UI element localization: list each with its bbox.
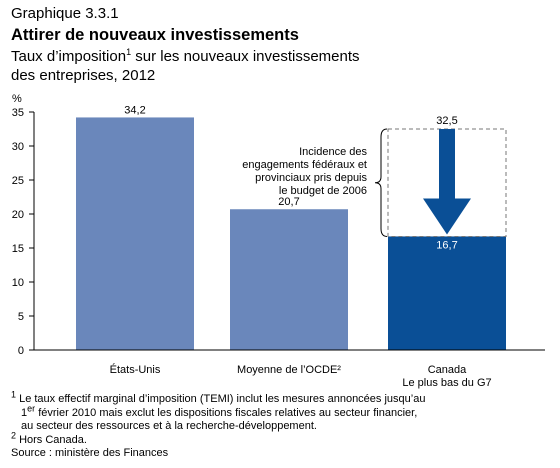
subtitle-footnote-mark: 1 <box>126 47 132 57</box>
x-category-label: États-Unis <box>110 363 161 376</box>
y-tick-label: 10 <box>12 277 24 289</box>
footnotes: 1 Le taux effectif marginal d’imposition… <box>11 390 426 461</box>
y-tick-label: 0 <box>18 345 24 357</box>
footnote-1-line-1: 1 Le taux effectif marginal d’imposition… <box>11 390 426 407</box>
y-tick-label: 25 <box>12 175 24 187</box>
x-category-label: Moyenne de l’OCDE² <box>237 364 341 376</box>
footnote-1-text-2: février 2010 mais exclut les disposition… <box>35 406 418 419</box>
bar-value-label: 16,7 <box>436 239 457 251</box>
y-tick-label: 15 <box>12 243 24 255</box>
bar <box>230 209 348 350</box>
footnote-1-line-3: au secteur des ressources et à la recher… <box>21 420 317 433</box>
annotation-text: provinciaux pris depuis <box>255 172 367 184</box>
annotation-text: le budget de 2006 <box>279 185 367 197</box>
annotation-text: Incidence des <box>299 146 367 158</box>
source-note: Source : ministère des Finances <box>11 447 169 460</box>
chart-title: Attirer de nouveaux investissements <box>11 26 299 44</box>
chart-label: Graphique 3.3.1 <box>11 5 119 22</box>
bar <box>76 117 194 350</box>
footnote-1-mark: 1 <box>11 389 17 400</box>
chart-subtitle: Taux d’imposition1 sur les nouveaux inve… <box>11 47 371 85</box>
bar-value-label: 20,7 <box>278 196 299 208</box>
footnote-1-text: Le taux effectif marginal d’imposition (… <box>16 393 426 405</box>
subtitle-text-start: Taux d’imposition <box>11 48 127 65</box>
y-tick-label: 30 <box>12 141 24 153</box>
previous-value-label: 32,5 <box>436 115 457 127</box>
y-tick-label: 35 <box>12 107 24 119</box>
footnote-1-ordinal: er <box>27 402 36 413</box>
bar-chart: % 0 5 10 15 20 25 30 35 34,2 20,7 16,7 32,5 Incidence… <box>12 93 545 389</box>
footnote-2-mark: 2 <box>11 430 17 441</box>
footnote-1-line-2: 1er février 2010 mais exclut les disposi… <box>11 403 425 421</box>
x-category-label: Canada <box>428 364 467 376</box>
footnote-1-date: 1 <box>21 406 28 419</box>
annotation-brace <box>374 128 388 237</box>
reduction-arrow <box>423 129 471 235</box>
footnote-2: 2 Hors Canada. <box>11 431 425 448</box>
annotation-text: engagements fédéraux et <box>242 159 367 171</box>
subtitle-text-end: sur les nouveaux investissements des ent… <box>11 48 360 84</box>
bar <box>388 236 506 350</box>
y-tick-label: 20 <box>12 209 24 221</box>
y-axis-label: % <box>12 93 22 105</box>
bar-value-label: 34,2 <box>124 104 145 116</box>
y-tick-label: 5 <box>18 311 24 323</box>
x-category-label: Le plus bas du G7 <box>402 377 491 389</box>
footnote-2-text: Hors Canada. <box>16 433 87 446</box>
